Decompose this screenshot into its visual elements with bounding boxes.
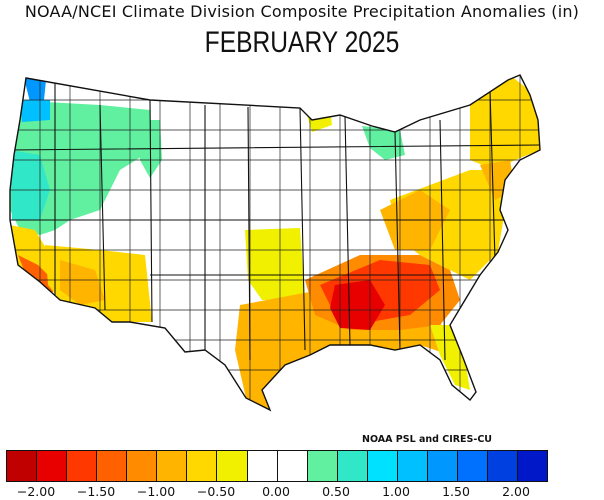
region-western-washington-very-wet — [24, 78, 46, 102]
legend-swatch-3 — [97, 451, 128, 481]
legend-tick-label: −1.50 — [76, 484, 116, 499]
legend-tick-label: 1.00 — [382, 484, 410, 499]
legend-swatch-11 — [337, 451, 368, 481]
region-western-washington-wet — [20, 100, 50, 122]
color-legend — [6, 450, 548, 482]
us-precipitation-map — [9, 74, 541, 412]
legend-swatch-13 — [397, 451, 428, 481]
legend-swatch-15 — [457, 451, 488, 481]
legend-tick-label: 0.00 — [262, 484, 290, 499]
legend-tick-label: 1.50 — [442, 484, 470, 499]
legend-tick-label: −2.00 — [16, 484, 56, 499]
legend-swatch-2 — [67, 451, 98, 481]
data-credit: NOAA PSL and CIRES-CU — [362, 434, 493, 445]
legend-swatch-16 — [488, 451, 519, 481]
legend-swatch-12 — [367, 451, 398, 481]
us-outline — [9, 74, 541, 412]
region-southern-california-very-dry — [18, 255, 58, 298]
legend-swatch-5 — [157, 451, 188, 481]
legend-tick-label: −1.00 — [136, 484, 176, 499]
legend-swatch-7 — [217, 451, 248, 481]
legend-swatch-10 — [307, 451, 338, 481]
legend-swatch-8 — [247, 451, 278, 481]
legend-tick-label: −0.50 — [196, 484, 236, 499]
legend-swatch-1 — [37, 451, 68, 481]
legend-tick-label: 0.50 — [322, 484, 350, 499]
region-arizona-moderate-dry — [60, 260, 105, 305]
legend-swatch-14 — [427, 451, 458, 481]
map-title: NOAA/NCEI Climate Division Composite Pre… — [24, 2, 580, 21]
legend-tick-labels: −2.00 −1.50 −1.00 −0.50 0.00 0.50 1.00 1.50 2.00 — [0, 484, 604, 500]
state-boundaries — [10, 80, 540, 361]
legend-swatch-6 — [187, 451, 218, 481]
legend-swatch-17 — [518, 451, 548, 481]
region-michigan-wet — [362, 126, 405, 160]
region-lower-mississippi-very-dry — [330, 280, 385, 330]
legend-swatch-0 — [7, 451, 38, 481]
legend-swatch-9 — [277, 451, 308, 481]
legend-tick-label: 2.00 — [502, 484, 530, 499]
month-label: FEBRUARY 2025 — [204, 26, 400, 59]
region-great-plains-dry — [245, 228, 305, 300]
region-new-england-dry — [470, 75, 540, 170]
legend-swatch-4 — [127, 451, 158, 481]
